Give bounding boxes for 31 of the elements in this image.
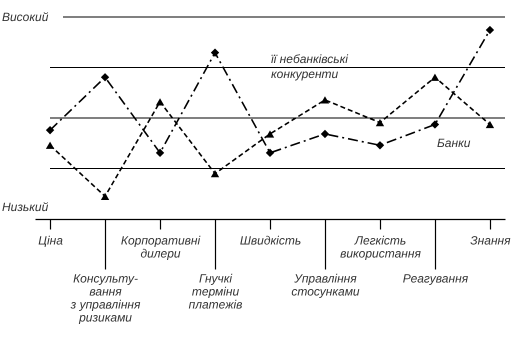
point <box>46 126 54 134</box>
point <box>100 73 110 82</box>
point <box>486 26 494 34</box>
x-tick-label: Швидкість <box>240 234 302 248</box>
point <box>156 98 164 106</box>
x-tick-label: Корпоративні дилери <box>120 234 200 260</box>
x-tick-label: Легкість використання <box>340 234 422 260</box>
x-tick-label: Знання <box>470 234 512 248</box>
point <box>320 130 330 138</box>
x-tick-label: Ціна <box>38 234 64 248</box>
x-tick-label: Реагування <box>402 272 469 286</box>
point <box>320 96 330 104</box>
point <box>156 148 164 158</box>
x-tick-label: Управління стосунками <box>291 272 360 298</box>
point <box>46 142 54 149</box>
x-tick-label: Гнучкі терміни платежів <box>188 272 242 312</box>
point <box>210 170 220 178</box>
text: Низький <box>2 200 49 214</box>
point <box>210 48 220 57</box>
point <box>376 118 384 126</box>
text: Високий <box>2 10 49 24</box>
x-tick-label: Консульту- вання з управління ризиками <box>70 272 142 324</box>
text: її небанківські конкуренти <box>271 52 348 81</box>
point <box>100 192 110 200</box>
point <box>430 74 440 81</box>
point <box>430 120 440 129</box>
point <box>376 141 384 150</box>
point <box>266 130 274 138</box>
series-label: Банки <box>437 136 471 150</box>
point <box>486 120 494 128</box>
point <box>266 148 274 158</box>
